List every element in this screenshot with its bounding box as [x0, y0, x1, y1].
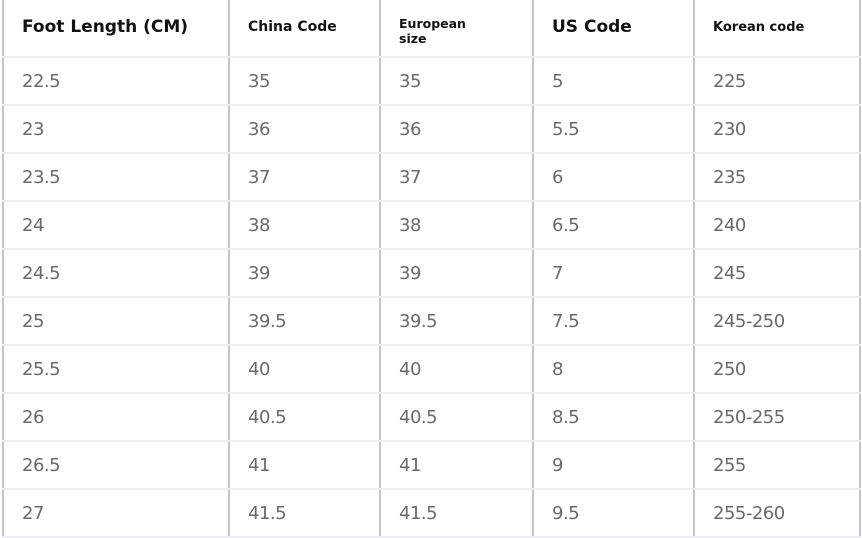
cell-china-code: 41: [228, 441, 381, 490]
cell-us-code: 7: [532, 249, 695, 298]
table-row: 25.5 40 40 8 250: [2, 345, 861, 394]
cell-european-size: 35: [379, 57, 534, 106]
table-row: 23.5 37 37 6 235: [2, 153, 861, 202]
cell-foot-length: 24.5: [2, 249, 230, 298]
header-us-code: US Code: [532, 0, 695, 58]
cell-china-code: 39.5: [228, 297, 381, 346]
cell-foot-length: 25.5: [2, 345, 230, 394]
cell-us-code: 6.5: [532, 201, 695, 250]
cell-foot-length: 24: [2, 201, 230, 250]
cell-china-code: 40.5: [228, 393, 381, 442]
cell-european-size: 36: [379, 105, 534, 154]
header-foot-length: Foot Length (CM): [2, 0, 230, 58]
cell-us-code: 6: [532, 153, 695, 202]
cell-korean-code: 240: [693, 201, 861, 250]
header-china-code: China Code: [228, 0, 381, 58]
cell-us-code: 9.5: [532, 489, 695, 538]
table-row: 27 41.5 41.5 9.5 255-260: [2, 489, 861, 538]
cell-china-code: 38: [228, 201, 381, 250]
cell-china-code: 39: [228, 249, 381, 298]
cell-korean-code: 255-260: [693, 489, 861, 538]
cell-china-code: 36: [228, 105, 381, 154]
cell-us-code: 9: [532, 441, 695, 490]
table-row: 24 38 38 6.5 240: [2, 201, 861, 250]
header-korean-code: Korean code: [693, 0, 861, 58]
cell-european-size: 38: [379, 201, 534, 250]
header-european-size: European size: [379, 0, 534, 58]
cell-korean-code: 255: [693, 441, 861, 490]
cell-korean-code: 225: [693, 57, 861, 106]
cell-china-code: 37: [228, 153, 381, 202]
cell-european-size: 39: [379, 249, 534, 298]
cell-china-code: 40: [228, 345, 381, 394]
cell-european-size: 41: [379, 441, 534, 490]
cell-foot-length: 26: [2, 393, 230, 442]
cell-us-code: 5: [532, 57, 695, 106]
cell-european-size: 39.5: [379, 297, 534, 346]
cell-korean-code: 245: [693, 249, 861, 298]
cell-foot-length: 26.5: [2, 441, 230, 490]
cell-us-code: 8: [532, 345, 695, 394]
header-row: Foot Length (CM) China Code European siz…: [2, 0, 861, 58]
table-row: 24.5 39 39 7 245: [2, 249, 861, 298]
table-row: 25 39.5 39.5 7.5 245-250: [2, 297, 861, 346]
cell-us-code: 7.5: [532, 297, 695, 346]
table-row: 26 40.5 40.5 8.5 250-255: [2, 393, 861, 442]
table-row: 26.5 41 41 9 255: [2, 441, 861, 490]
cell-korean-code: 250: [693, 345, 861, 394]
cell-european-size: 40.5: [379, 393, 534, 442]
table-row: 22.5 35 35 5 225: [2, 57, 861, 106]
cell-us-code: 5.5: [532, 105, 695, 154]
cell-us-code: 8.5: [532, 393, 695, 442]
cell-korean-code: 230: [693, 105, 861, 154]
header-european-size-text: European size: [399, 16, 466, 46]
cell-korean-code: 250-255: [693, 393, 861, 442]
cell-foot-length: 25: [2, 297, 230, 346]
cell-foot-length: 22.5: [2, 57, 230, 106]
cell-korean-code: 245-250: [693, 297, 861, 346]
cell-foot-length: 23.5: [2, 153, 230, 202]
cell-korean-code: 235: [693, 153, 861, 202]
cell-european-size: 37: [379, 153, 534, 202]
cell-european-size: 41.5: [379, 489, 534, 538]
cell-european-size: 40: [379, 345, 534, 394]
cell-foot-length: 23: [2, 105, 230, 154]
table-row: 23 36 36 5.5 230: [2, 105, 861, 154]
cell-foot-length: 27: [2, 489, 230, 538]
cell-china-code: 41.5: [228, 489, 381, 538]
cell-china-code: 35: [228, 57, 381, 106]
